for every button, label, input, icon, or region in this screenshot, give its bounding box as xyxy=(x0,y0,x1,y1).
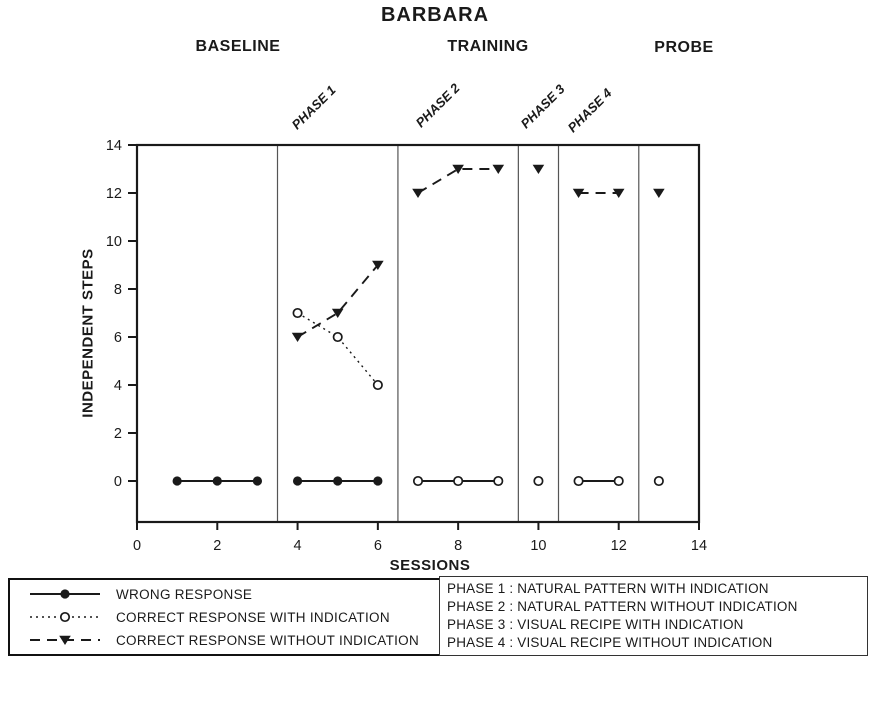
svg-text:0: 0 xyxy=(133,538,141,554)
phase-description-4: PHASE 4 : VISUAL RECIPE WITHOUT INDICATI… xyxy=(447,635,773,650)
legend-label: CORRECT RESPONSE WITHOUT INDICATION xyxy=(116,632,420,648)
y-axis-ticks: 0 2 4 6 8 10 12 14 xyxy=(106,138,137,490)
svg-text:4: 4 xyxy=(114,378,122,394)
condition-label-probe: PROBE xyxy=(654,39,714,56)
legend-label: CORRECT RESPONSE WITH INDICATION xyxy=(116,609,390,625)
svg-text:8: 8 xyxy=(454,538,462,554)
open-circle-dotted-line-icon xyxy=(30,611,100,623)
svg-text:8: 8 xyxy=(114,282,122,298)
condition-label-baseline: BASELINE xyxy=(195,38,281,55)
condition-label-training: TRAINING xyxy=(447,38,529,55)
legend-label: WRONG RESPONSE xyxy=(116,586,253,602)
phase-separator-lines xyxy=(276,145,640,522)
page-title: BARBARA xyxy=(380,4,490,26)
series-correct-response-with-indication-markers xyxy=(292,307,664,487)
legend-item-correct-with-indication: CORRECT RESPONSE WITH INDICATION xyxy=(28,607,448,627)
phase-description-2: PHASE 2 : NATURAL PATTERN WITHOUT INDICA… xyxy=(447,599,798,614)
svg-text:12: 12 xyxy=(106,186,122,202)
svg-text:12: 12 xyxy=(611,538,627,554)
x-axis-title: SESSIONS xyxy=(389,557,471,574)
x-axis-ticks: 0 2 4 6 8 10 12 14 xyxy=(133,522,707,554)
svg-text:2: 2 xyxy=(213,538,221,554)
series-wrong-response xyxy=(172,476,383,486)
svg-text:10: 10 xyxy=(530,538,546,554)
series-wrong-response-markers xyxy=(172,476,383,486)
svg-text:4: 4 xyxy=(294,538,302,554)
series-correct-response-without-indication xyxy=(291,164,665,342)
plot-frame xyxy=(135,143,701,524)
phase-description-3: PHASE 3 : VISUAL RECIPE WITH INDICATION xyxy=(447,617,744,632)
svg-text:10: 10 xyxy=(106,234,122,250)
phase-description-1: PHASE 1 : NATURAL PATTERN WITH INDICATIO… xyxy=(447,581,769,596)
svg-text:6: 6 xyxy=(374,538,382,554)
series-correct-response-with-indication xyxy=(292,307,664,487)
legend-item-correct-without-indication: CORRECT RESPONSE WITHOUT INDICATION xyxy=(28,630,448,650)
phase-legend-box: PHASE 1 : NATURAL PATTERN WITH INDICATIO… xyxy=(439,576,868,656)
svg-text:14: 14 xyxy=(106,138,122,154)
filled-triangle-dashed-line-icon xyxy=(30,635,100,645)
series-legend-box: WRONG RESPONSE CORRECT RESPONSE WITH IND… xyxy=(8,578,450,656)
svg-text:0: 0 xyxy=(114,474,122,490)
svg-text:14: 14 xyxy=(691,538,707,554)
svg-text:2: 2 xyxy=(114,426,122,442)
filled-circle-solid-line-icon xyxy=(30,589,100,599)
series-correct-response-without-indication-markers xyxy=(291,164,665,342)
legend-item-wrong-response: WRONG RESPONSE xyxy=(28,584,448,604)
svg-text:6: 6 xyxy=(114,330,122,346)
